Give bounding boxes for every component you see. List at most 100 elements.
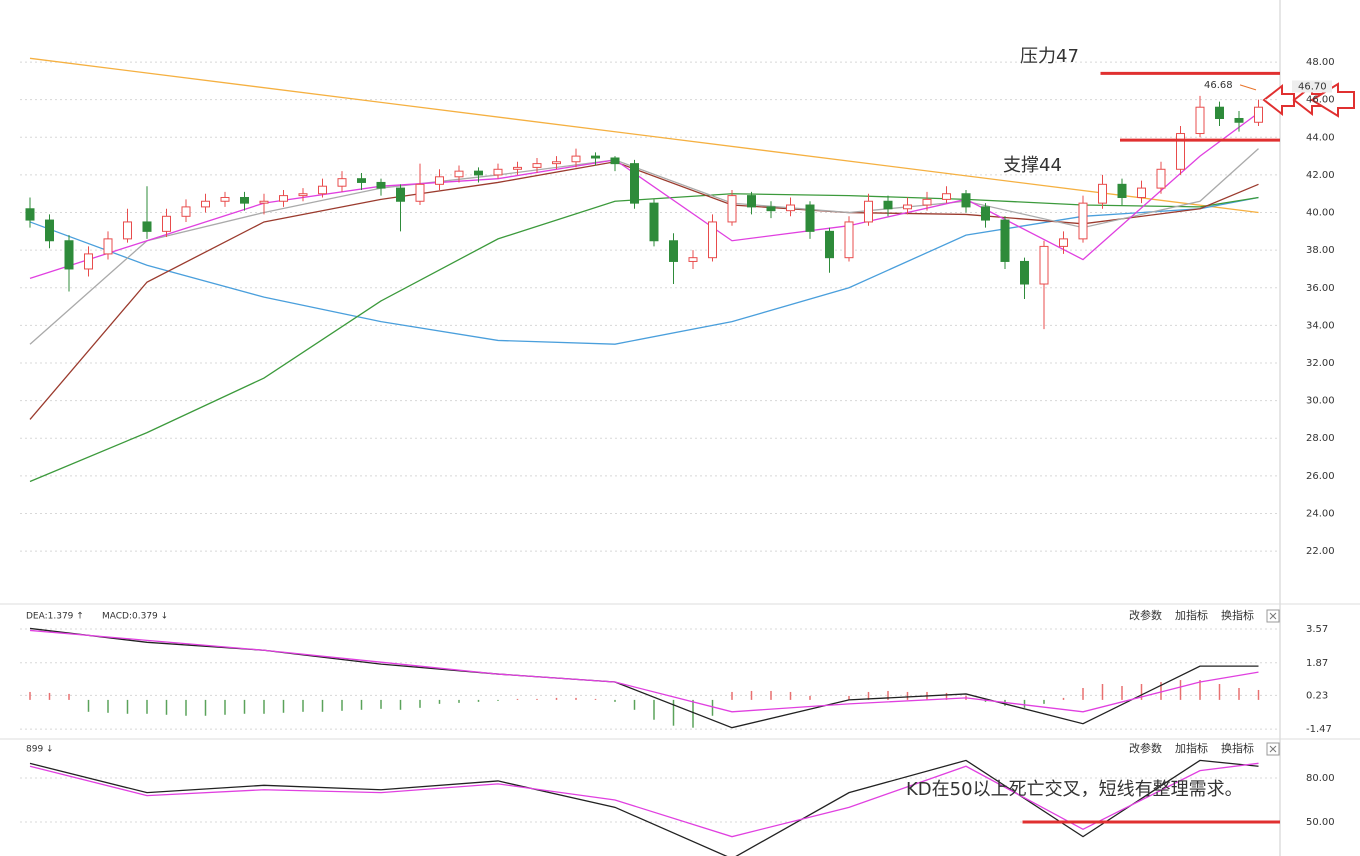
y-tick-label: 22.00: [1306, 546, 1335, 557]
indicator-line: [29, 627, 1259, 729]
candle-body: [903, 204, 912, 210]
candle-body: [1078, 202, 1088, 240]
candle-body: [727, 195, 737, 223]
toolbar-button[interactable]: 换指标: [1221, 608, 1254, 622]
note-arrow: [1239, 84, 1257, 91]
y-tick-label: 0.23: [1306, 690, 1328, 701]
candle-body: [415, 183, 425, 202]
candle-body: [688, 257, 698, 262]
y-tick-label: 46.00: [1306, 95, 1335, 106]
y-tick-label: 40.00: [1306, 208, 1335, 219]
candle-body: [493, 168, 503, 176]
y-tick-label: 48.00: [1306, 57, 1335, 68]
candle-body: [1059, 238, 1068, 247]
candle-body: [981, 206, 990, 221]
y-tick-label: 3.57: [1306, 624, 1328, 635]
close-icon: [1269, 612, 1277, 620]
price-box: [1292, 80, 1332, 93]
indicator-line: [29, 161, 1259, 420]
indicator-line: [29, 196, 1259, 345]
indicator-line: [29, 57, 1259, 214]
candle-body: [825, 230, 834, 259]
candle-body: [318, 185, 327, 195]
y-tick-label: 26.00: [1306, 471, 1335, 482]
candle-body: [766, 206, 776, 212]
candle-body: [240, 196, 249, 204]
toolbar-button[interactable]: 改参数: [1129, 741, 1162, 755]
kd-note: KD在50以上死亡交叉，短线有整理需求。: [906, 779, 1243, 800]
kd-legend: 899 ↓: [26, 745, 54, 755]
indicator-line: [29, 762, 1259, 838]
toolbar-button[interactable]: 改参数: [1129, 608, 1162, 622]
candle-body: [45, 219, 54, 242]
candle-body: [961, 193, 971, 208]
candle-body: [1234, 117, 1244, 123]
y-tick-label: 80.00: [1306, 773, 1335, 784]
y-tick-label: 42.00: [1306, 170, 1335, 181]
candle-body: [1156, 168, 1166, 189]
candle-body: [571, 155, 581, 163]
indicator-line: [29, 193, 1259, 483]
candle-body: [610, 157, 620, 165]
y-tick-label: 32.00: [1306, 358, 1335, 369]
toolbar-button[interactable]: 换指标: [1221, 741, 1254, 755]
y-tick-label: 44.00: [1306, 132, 1335, 143]
candle-body: [630, 163, 639, 204]
candle-body: [337, 178, 347, 187]
candle-body: [844, 221, 854, 259]
candle-body: [1176, 133, 1185, 170]
toolbar-button[interactable]: 加指标: [1175, 608, 1208, 622]
level-label: 支撑44: [1003, 155, 1062, 176]
candle-body: [376, 181, 386, 189]
candle-body: [103, 238, 113, 255]
candle-body: [123, 221, 132, 240]
candle-body: [1137, 187, 1146, 198]
candle-body: [181, 206, 191, 217]
candle-body: [786, 204, 795, 212]
candle-body: [259, 200, 269, 204]
candle-body: [64, 240, 74, 270]
y-tick-label: 34.00: [1306, 320, 1335, 331]
y-tick-label: 38.00: [1306, 245, 1335, 256]
y-tick-label: 30.00: [1306, 396, 1335, 407]
candle-body: [1000, 219, 1010, 262]
indicator-line: [29, 629, 1259, 713]
candle-body: [435, 176, 444, 185]
candle-body: [708, 221, 717, 259]
candle-body: [747, 195, 756, 208]
candle-body: [1020, 260, 1029, 285]
close-icon: [1269, 745, 1277, 753]
candle-body: [1098, 183, 1107, 204]
y-tick-label: 1.87: [1306, 658, 1328, 669]
candle-body: [1254, 106, 1263, 123]
level-label: 压力47: [1020, 46, 1079, 67]
candle-body: [1039, 245, 1049, 285]
candle-body: [84, 253, 93, 270]
candle-body: [552, 161, 561, 165]
candle-body: [649, 202, 659, 242]
candle-body: [25, 208, 35, 221]
y-tick-label: 24.00: [1306, 508, 1335, 519]
candle-body: [883, 200, 893, 210]
candle-body: [513, 166, 522, 170]
candle-body: [162, 215, 171, 232]
candle-body: [474, 170, 483, 176]
y-tick-label: -1.47: [1306, 724, 1332, 735]
candle-body: [591, 155, 600, 159]
arrow-icon: [1310, 82, 1355, 118]
macd-legend: MACD:0.379 ↓: [102, 612, 168, 622]
macd-legend: DEA:1.379 ↑: [26, 612, 84, 622]
candle-body: [1117, 183, 1127, 198]
last-price: 46.70: [1298, 82, 1327, 93]
indicator-line: [29, 759, 1259, 856]
candle-body: [279, 195, 288, 202]
candle-body: [1195, 106, 1205, 135]
toolbar-button[interactable]: 加指标: [1175, 741, 1208, 755]
candle-body: [922, 198, 932, 206]
candle-body: [220, 196, 230, 202]
y-tick-label: 36.00: [1306, 283, 1335, 294]
candle-body: [1215, 106, 1224, 119]
candle-body: [142, 221, 152, 232]
candle-body: [669, 240, 678, 262]
